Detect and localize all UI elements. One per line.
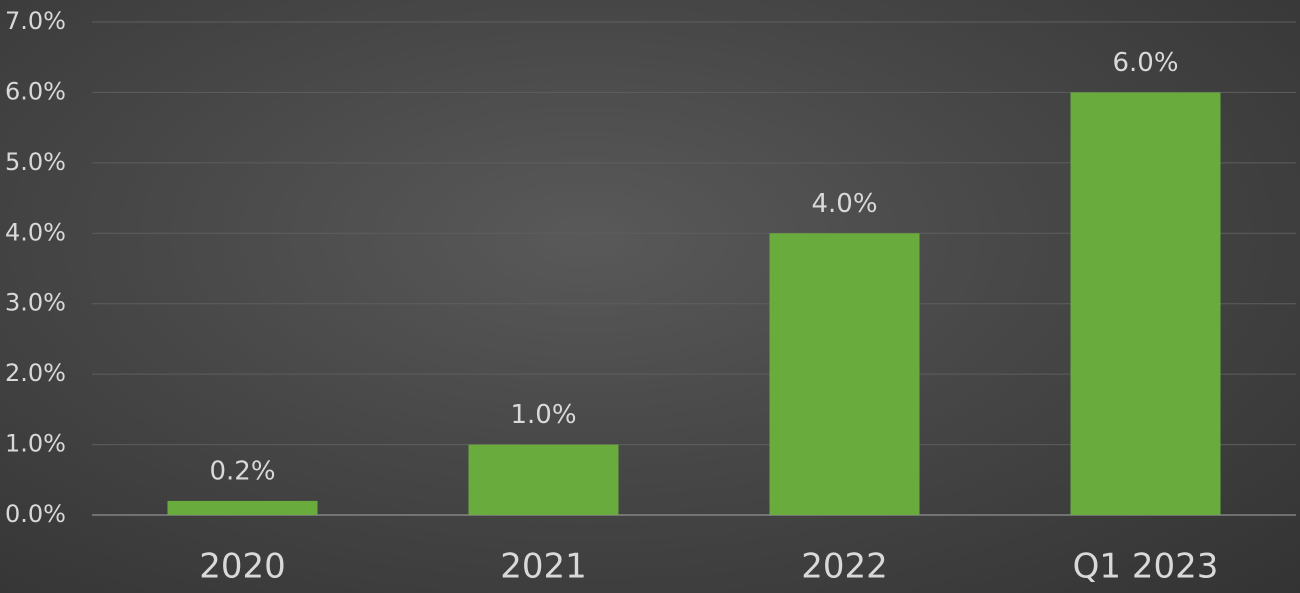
value-label: 6.0% <box>1112 48 1178 78</box>
x-tick-label: 2021 <box>500 547 587 587</box>
y-tick-label: 0.0% <box>5 500 66 528</box>
x-tick-label: 2022 <box>801 547 888 587</box>
bar <box>468 444 619 515</box>
y-tick-label: 5.0% <box>5 148 66 176</box>
bar <box>769 233 920 516</box>
bar <box>167 500 318 515</box>
y-tick-label: 7.0% <box>5 7 66 35</box>
y-tick-label: 6.0% <box>5 77 66 105</box>
y-tick-label: 4.0% <box>5 218 66 246</box>
value-label: 4.0% <box>811 189 877 219</box>
x-tick-label: 2020 <box>199 547 286 587</box>
value-label: 1.0% <box>510 400 576 430</box>
y-tick-label: 1.0% <box>5 430 66 458</box>
bar <box>1070 92 1221 515</box>
y-tick-label: 3.0% <box>5 289 66 317</box>
value-label: 0.2% <box>209 456 275 486</box>
y-tick-label: 2.0% <box>5 359 66 387</box>
x-tick-label: Q1 2023 <box>1073 547 1219 587</box>
